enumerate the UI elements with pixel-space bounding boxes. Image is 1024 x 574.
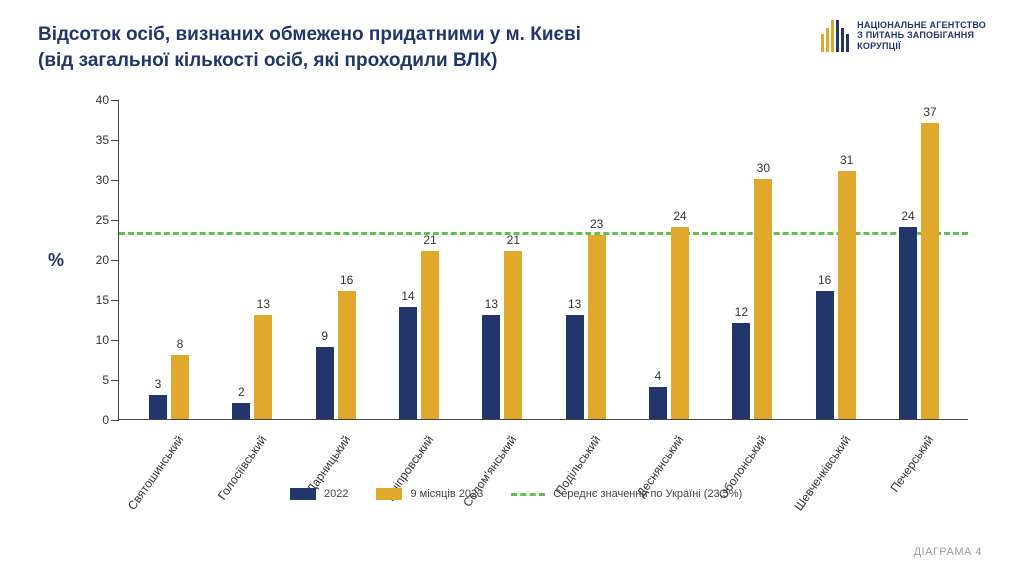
bar-2023: 16 xyxy=(338,291,356,419)
y-tick-label: 25 xyxy=(85,213,109,227)
bar-2023: 21 xyxy=(421,251,439,419)
bar-2022: 9 xyxy=(316,347,334,419)
bar-value-label: 13 xyxy=(482,297,500,315)
chart-title: Відсоток осіб, визнаних обмежено придатн… xyxy=(38,22,581,73)
x-category-label: Святошинський xyxy=(125,433,187,513)
logo-text: НАЦІОНАЛЬНЕ АГЕНТСТВО З ПИТАНЬ ЗАПОБІГАН… xyxy=(857,20,986,51)
bar-value-label: 16 xyxy=(338,273,356,291)
bar-2023: 23 xyxy=(588,235,606,419)
legend-dash-icon xyxy=(511,493,545,496)
y-tick-label: 35 xyxy=(85,133,109,147)
bar-value-label: 8 xyxy=(171,337,189,355)
legend-swatch-icon xyxy=(290,488,316,500)
y-tick xyxy=(111,140,119,141)
y-tick xyxy=(111,300,119,301)
bar-2023: 13 xyxy=(254,315,272,419)
agency-logo: НАЦІОНАЛЬНЕ АГЕНТСТВО З ПИТАНЬ ЗАПОБІГАН… xyxy=(819,20,986,52)
bar-value-label: 37 xyxy=(921,105,939,123)
y-axis-label: % xyxy=(48,250,64,271)
bar-2023: 37 xyxy=(921,123,939,419)
bar-value-label: 16 xyxy=(816,273,834,291)
title-line1: Відсоток осіб, визнаних обмежено придатн… xyxy=(38,22,581,48)
y-tick xyxy=(111,100,119,101)
logo-mark-icon xyxy=(819,20,849,52)
bar-2022: 3 xyxy=(149,395,167,419)
legend-item-reference: Середнє значення по Україні (23,5%) xyxy=(511,488,742,500)
bar-value-label: 23 xyxy=(588,217,606,235)
bar-value-label: 21 xyxy=(504,233,522,251)
bar-2022: 16 xyxy=(816,291,834,419)
x-category-label: Печерський xyxy=(887,433,936,495)
bar-2022: 12 xyxy=(732,323,750,419)
bar-value-label: 9 xyxy=(316,329,334,347)
chart: % 051015202530354038Святошинський213Голо… xyxy=(60,90,980,510)
bar-value-label: 24 xyxy=(671,209,689,227)
bar-2022: 2 xyxy=(232,403,250,419)
y-tick xyxy=(111,420,119,421)
legend-item-2022: 2022 xyxy=(290,488,348,500)
bar-2023: 24 xyxy=(671,227,689,419)
y-tick xyxy=(111,180,119,181)
y-tick xyxy=(111,340,119,341)
bar-value-label: 14 xyxy=(399,289,417,307)
plot-area: 051015202530354038Святошинський213Голосі… xyxy=(118,100,968,420)
bar-value-label: 3 xyxy=(149,377,167,395)
y-tick xyxy=(111,220,119,221)
bar-2022: 14 xyxy=(399,307,417,419)
y-tick-label: 0 xyxy=(85,413,109,427)
bar-value-label: 24 xyxy=(899,209,917,227)
x-category-label: Шевченківський xyxy=(791,433,853,513)
bar-2023: 31 xyxy=(838,171,856,419)
bar-value-label: 30 xyxy=(754,161,772,179)
bar-2022: 13 xyxy=(482,315,500,419)
legend-swatch-icon xyxy=(376,488,402,500)
bar-2022: 4 xyxy=(649,387,667,419)
y-tick-label: 10 xyxy=(85,333,109,347)
x-category-label: Дарницький xyxy=(303,433,353,496)
bar-value-label: 21 xyxy=(421,233,439,251)
bar-value-label: 4 xyxy=(649,369,667,387)
bar-value-label: 13 xyxy=(254,297,272,315)
y-tick xyxy=(111,260,119,261)
diagram-number: ДІАГРАМА 4 xyxy=(914,546,982,558)
y-tick xyxy=(111,380,119,381)
y-tick-label: 5 xyxy=(85,373,109,387)
bar-value-label: 2 xyxy=(232,385,250,403)
x-category-label: Голосіївський xyxy=(215,433,270,503)
title-line2: (від загальної кількості осіб, які прохо… xyxy=(38,48,581,74)
bar-value-label: 13 xyxy=(566,297,584,315)
bar-2022: 13 xyxy=(566,315,584,419)
bar-2023: 21 xyxy=(504,251,522,419)
bar-2022: 24 xyxy=(899,227,917,419)
legend-item-2023: 9 місяців 2023 xyxy=(376,488,483,500)
y-tick-label: 15 xyxy=(85,293,109,307)
legend: 2022 9 місяців 2023 Середнє значення по … xyxy=(290,488,742,500)
y-tick-label: 30 xyxy=(85,173,109,187)
y-tick-label: 20 xyxy=(85,253,109,267)
bar-value-label: 12 xyxy=(732,305,750,323)
bar-value-label: 31 xyxy=(838,153,856,171)
bar-2023: 8 xyxy=(171,355,189,419)
y-tick-label: 40 xyxy=(85,93,109,107)
bar-2023: 30 xyxy=(754,179,772,419)
